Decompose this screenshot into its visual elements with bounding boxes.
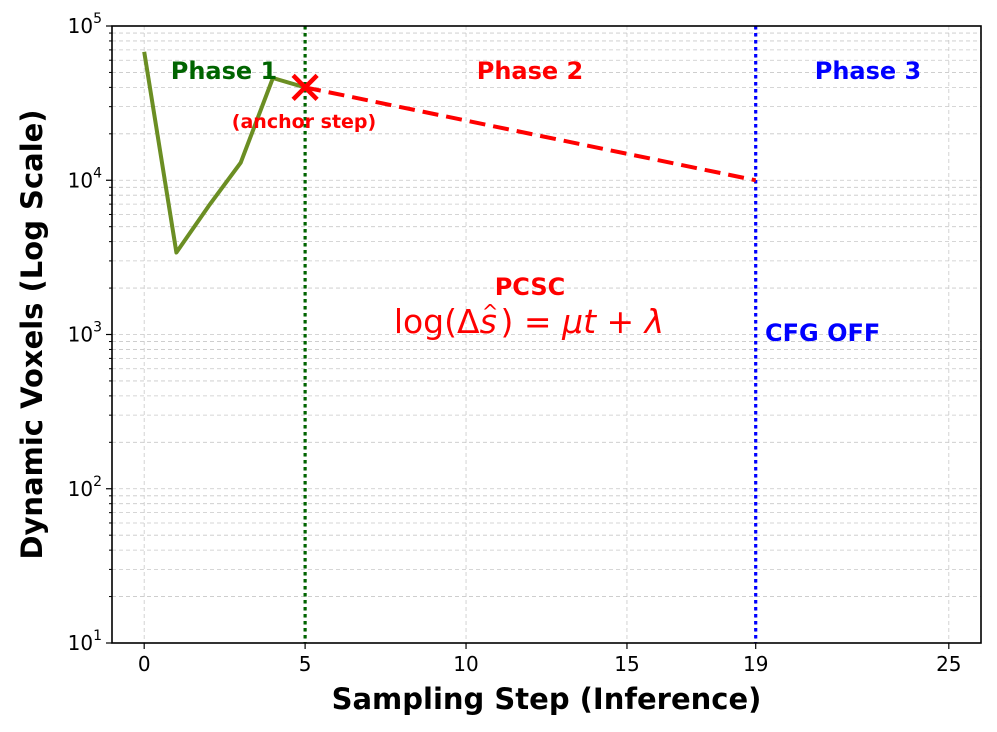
anchor-marker — [291, 73, 319, 101]
y-tick-label: 104 — [68, 165, 102, 192]
formula-plus: + — [596, 302, 645, 341]
cfg-off-label: CFG OFF — [765, 319, 880, 347]
x-tick-label: 19 — [743, 652, 768, 676]
phase-dividers — [303, 26, 758, 643]
axis-ticks: 0 5 10 15 19 25 101 102 103 104 105 — [68, 11, 962, 676]
anchor-marker-stroke — [291, 73, 319, 101]
pcsc-formula: log(Δs^) = μt + λ — [394, 300, 664, 341]
formula-close: ) — [501, 302, 514, 341]
grid — [112, 26, 981, 643]
anchor-step-label: (anchor step) — [232, 111, 376, 133]
y-tick-label: 105 — [68, 11, 102, 38]
x-tick-label: 15 — [614, 652, 639, 676]
formula-eq: = — [513, 302, 562, 341]
y-tick-label: 101 — [68, 628, 102, 655]
phase-2-label: Phase 2 — [477, 57, 584, 85]
phase-1-label: Phase 1 — [171, 57, 278, 85]
formula-mu: μ — [561, 302, 583, 341]
x-tick-label: 25 — [936, 652, 961, 676]
y-axis-title: Dynamic Voxels (Log Scale) — [15, 109, 49, 559]
formula-t: t — [583, 302, 597, 341]
x-axis-title: Sampling Step (Inference) — [332, 682, 762, 716]
formula-s: s — [480, 302, 497, 341]
y-tick-label: 103 — [68, 320, 102, 347]
x-tick-label: 0 — [138, 652, 151, 676]
x-tick-label: 10 — [453, 652, 478, 676]
formula-lambda: λ — [643, 302, 665, 341]
x-tick-label: 5 — [299, 652, 312, 676]
series-line-projection — [304, 85, 757, 183]
pcsc-label: PCSC — [495, 273, 566, 301]
phase-3-label: Phase 3 — [815, 57, 922, 85]
series-line-measured — [142, 51, 306, 255]
formula-hat: ^ — [482, 300, 499, 324]
y-tick-label: 102 — [68, 474, 102, 501]
formula-log: log(Δ — [394, 302, 480, 341]
